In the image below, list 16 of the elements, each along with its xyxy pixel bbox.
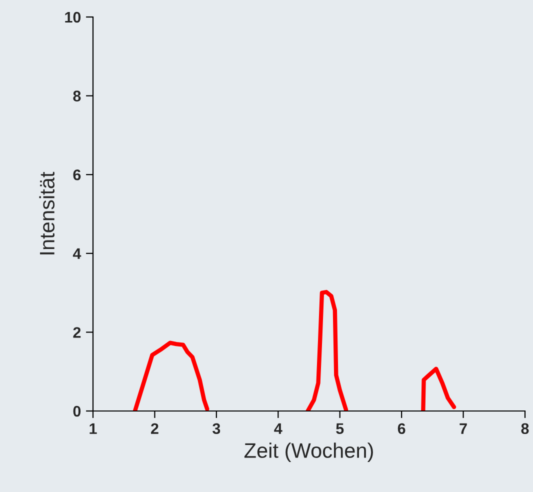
x-tick-label: 8	[521, 423, 529, 434]
x-tick-label: 5	[336, 423, 344, 434]
y-tick-label: 2	[73, 327, 81, 338]
y-axis-title: Intensität	[39, 172, 55, 254]
y-tick-label: 6	[73, 169, 81, 180]
x-tick-label: 6	[398, 423, 406, 434]
x-tick-label: 3	[212, 423, 220, 434]
x-axis-title: Zeit (Wochen)	[244, 442, 373, 462]
y-tick-label: 8	[73, 90, 81, 102]
y-tick-label: 10	[65, 12, 81, 23]
x-tick-label: 4	[274, 423, 282, 434]
y-tick-label: 0	[73, 406, 81, 417]
x-tick-label: 1	[90, 423, 97, 434]
y-tick-label: 4	[72, 248, 82, 259]
x-tick-label: 2	[150, 423, 158, 434]
x-tick-label: 7	[460, 423, 467, 434]
